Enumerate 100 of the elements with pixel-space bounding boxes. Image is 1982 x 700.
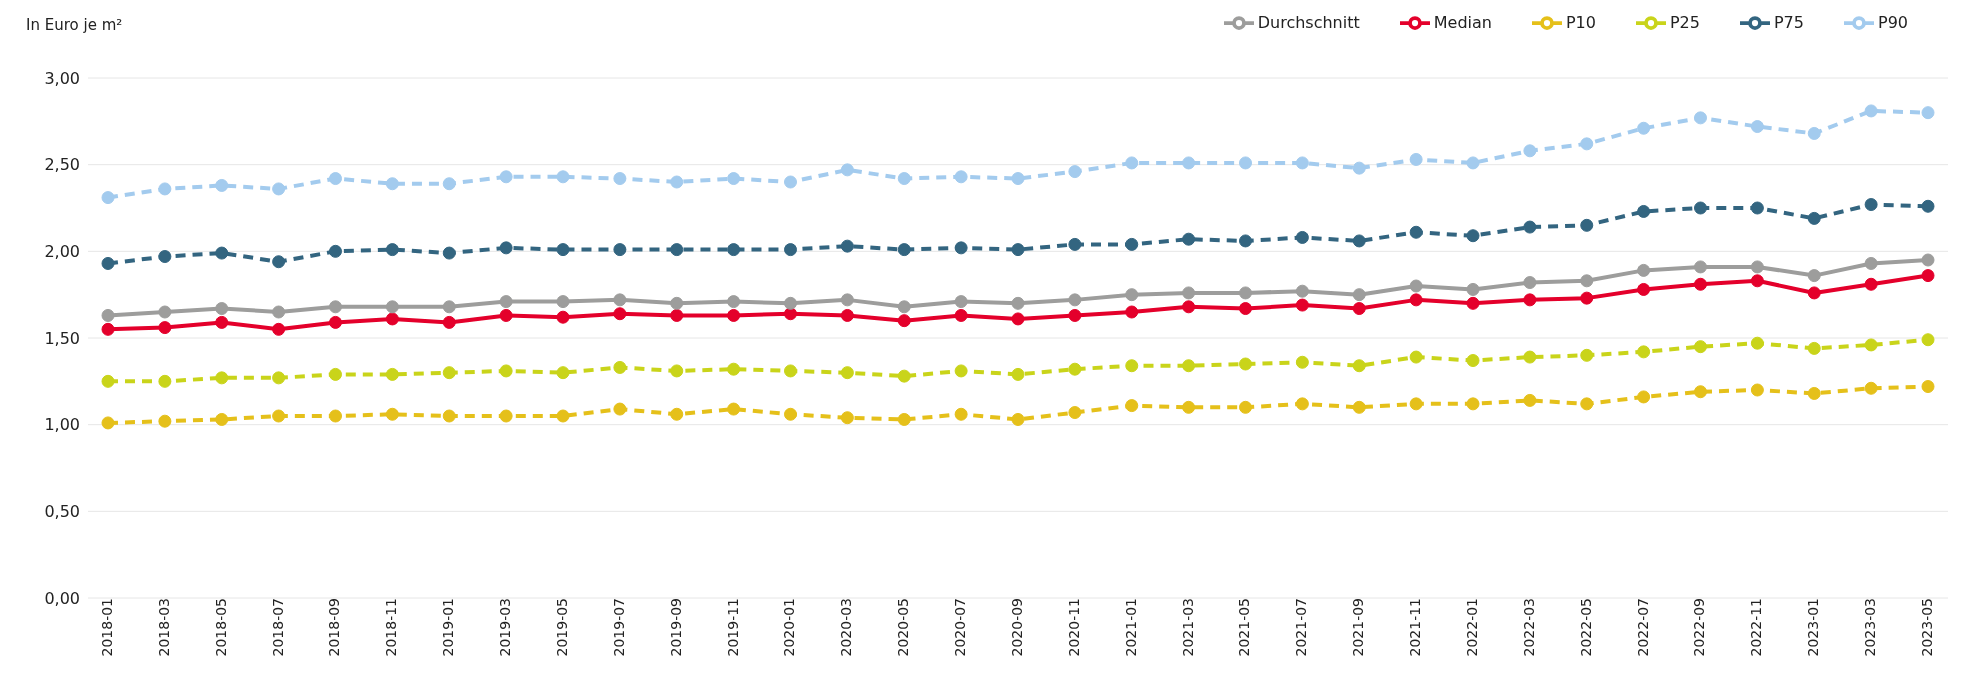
point bbox=[1409, 350, 1423, 364]
point bbox=[215, 315, 229, 329]
point bbox=[840, 293, 854, 307]
point bbox=[840, 366, 854, 380]
point bbox=[1921, 199, 1935, 213]
point bbox=[784, 307, 797, 321]
point bbox=[613, 307, 627, 321]
point bbox=[556, 366, 570, 380]
x-tick-label: 2018-03 bbox=[155, 598, 172, 657]
x-tick-label: 2022-03 bbox=[1520, 598, 1537, 657]
y-tick-label: 3,00 bbox=[44, 68, 80, 88]
point bbox=[1068, 406, 1082, 420]
x-tick-label: 2022-05 bbox=[1577, 598, 1594, 657]
x-tick-label: 2019-03 bbox=[497, 598, 514, 657]
x-tick-label: 2020-09 bbox=[1008, 598, 1025, 657]
x-tick-label: 2018-07 bbox=[269, 598, 286, 657]
x-tick-label: 2019-11 bbox=[724, 598, 741, 657]
x-tick-label: 2021-03 bbox=[1179, 598, 1196, 657]
point bbox=[385, 367, 399, 381]
point bbox=[1807, 269, 1821, 283]
point bbox=[727, 295, 741, 309]
x-tick-label: 2020-07 bbox=[952, 598, 969, 657]
point bbox=[556, 295, 570, 309]
point bbox=[272, 409, 286, 423]
point bbox=[1864, 198, 1878, 212]
point bbox=[670, 364, 684, 378]
point bbox=[613, 293, 627, 307]
point bbox=[954, 364, 968, 378]
point bbox=[1125, 288, 1139, 302]
point bbox=[954, 308, 968, 322]
point bbox=[1295, 397, 1309, 411]
point bbox=[1580, 348, 1594, 362]
point bbox=[1750, 201, 1764, 215]
point bbox=[1295, 284, 1309, 298]
x-tick-label: 2020-01 bbox=[781, 598, 798, 657]
point bbox=[1466, 229, 1480, 243]
point bbox=[556, 310, 570, 324]
point bbox=[1637, 282, 1651, 296]
point bbox=[1409, 397, 1423, 411]
point bbox=[329, 315, 342, 329]
point bbox=[442, 366, 456, 380]
point bbox=[1580, 291, 1594, 305]
legend-label: P75 bbox=[1773, 12, 1804, 32]
point bbox=[158, 414, 172, 428]
point bbox=[442, 409, 456, 423]
point bbox=[1125, 305, 1139, 319]
point bbox=[954, 295, 968, 309]
point bbox=[1694, 260, 1707, 274]
point bbox=[897, 300, 911, 314]
point bbox=[158, 305, 172, 319]
point bbox=[1523, 350, 1537, 364]
point bbox=[1011, 412, 1025, 426]
point bbox=[727, 243, 741, 257]
point bbox=[272, 255, 286, 269]
point bbox=[158, 250, 172, 264]
point bbox=[727, 308, 741, 322]
point bbox=[1011, 312, 1025, 326]
x-tick-label: 2019-05 bbox=[553, 598, 570, 657]
x-tick-label: 2020-03 bbox=[838, 598, 855, 657]
point bbox=[329, 409, 342, 423]
point bbox=[1864, 104, 1878, 118]
x-tick-label: 2018-11 bbox=[383, 598, 400, 657]
point bbox=[385, 177, 399, 191]
x-tick-label: 2023-03 bbox=[1862, 598, 1879, 657]
point bbox=[385, 407, 399, 421]
point bbox=[499, 364, 513, 378]
point bbox=[1352, 400, 1366, 414]
point bbox=[1523, 144, 1537, 158]
y-tick-label: 0,00 bbox=[44, 588, 80, 608]
point bbox=[1182, 300, 1196, 314]
point bbox=[1068, 362, 1082, 376]
y-tick-label: 1,00 bbox=[44, 415, 80, 435]
point bbox=[1239, 234, 1252, 248]
point bbox=[1750, 336, 1764, 350]
point bbox=[613, 172, 627, 186]
point bbox=[840, 411, 854, 425]
point bbox=[1637, 204, 1651, 218]
point bbox=[1637, 263, 1651, 277]
point bbox=[1466, 296, 1480, 310]
point bbox=[499, 308, 513, 322]
point bbox=[897, 369, 911, 383]
point bbox=[101, 191, 115, 205]
point bbox=[670, 407, 684, 421]
x-tick-label: 2019-01 bbox=[440, 598, 457, 657]
point bbox=[442, 300, 456, 314]
point bbox=[556, 243, 570, 257]
legend-label: P90 bbox=[1877, 12, 1908, 32]
point bbox=[329, 300, 342, 314]
point bbox=[1239, 156, 1252, 170]
point bbox=[897, 412, 911, 426]
point bbox=[840, 308, 854, 322]
point bbox=[499, 295, 513, 309]
legend-label: Median bbox=[1433, 12, 1492, 32]
point bbox=[613, 402, 627, 416]
point bbox=[442, 315, 456, 329]
point bbox=[1352, 302, 1366, 316]
point bbox=[1011, 172, 1025, 186]
point bbox=[499, 241, 513, 255]
y-tick-label: 1,50 bbox=[44, 328, 80, 348]
point bbox=[1637, 121, 1651, 135]
